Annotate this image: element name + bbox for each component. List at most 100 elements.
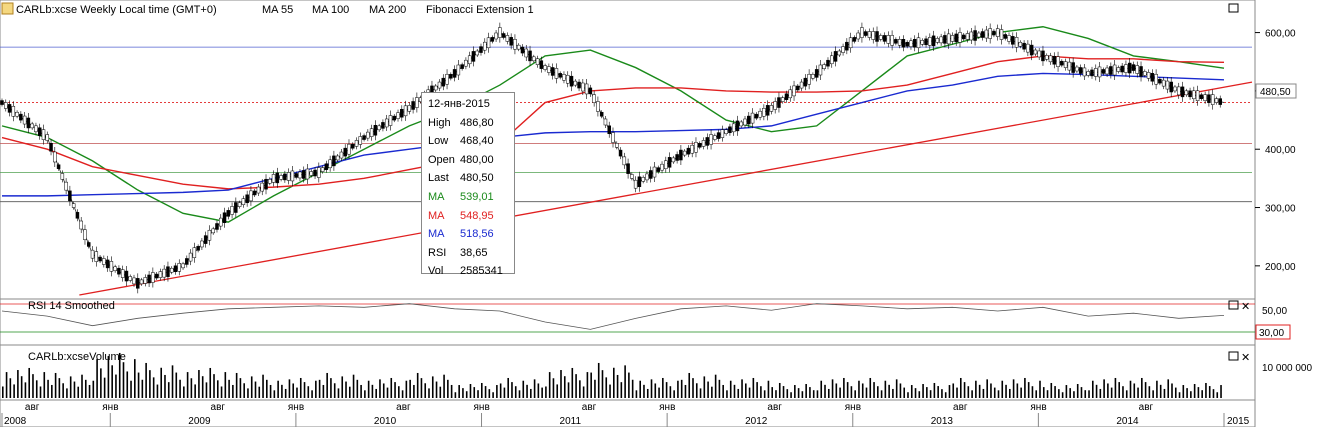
volume-bar <box>631 379 634 398</box>
volume-bar <box>277 380 279 398</box>
symbol-icon[interactable] <box>1 2 14 15</box>
volume-bar <box>488 389 491 398</box>
volume-bar <box>130 380 132 398</box>
candle-body <box>747 115 751 125</box>
volume-bar <box>364 390 366 398</box>
candle-body <box>912 39 917 48</box>
volume-bar <box>869 377 872 398</box>
candle-body <box>1052 56 1057 65</box>
volume-bar <box>1084 390 1087 398</box>
tooltip-row: MA 539,01 <box>428 188 514 207</box>
rsi-title[interactable]: RSI 14 Smoothed <box>28 300 115 312</box>
trendline[interactable] <box>79 81 1253 296</box>
candle-body <box>524 48 529 58</box>
candle-body <box>596 101 600 112</box>
volume-bar <box>861 383 864 398</box>
volume-bar <box>352 374 355 398</box>
candle-body <box>483 41 487 51</box>
candle-body <box>924 38 928 46</box>
volume-bar <box>273 390 276 398</box>
month-label: авг <box>396 402 411 413</box>
volume-bar <box>51 384 53 398</box>
symbol-title[interactable]: CARLb:xcse Weekly Local time (GMT+0) <box>16 4 217 16</box>
volume-bar <box>469 384 472 398</box>
candle-body <box>396 112 400 119</box>
volume-panel <box>0 344 1256 401</box>
volume-bar <box>865 387 868 398</box>
volume-bar <box>439 386 442 398</box>
candle-body <box>320 167 325 172</box>
volume-bar <box>699 388 702 398</box>
tooltip-row: Last 480,50 <box>428 169 514 188</box>
fibonacci-label[interactable]: Fibonacci Extension 1 <box>426 4 534 16</box>
candle-body <box>339 151 344 159</box>
volume-bar <box>1178 392 1181 398</box>
volume-bar <box>986 379 988 398</box>
candle-body <box>173 265 178 273</box>
volume-close-icon[interactable]: ✕ <box>1241 352 1250 364</box>
volume-bar <box>545 386 547 398</box>
volume-bar <box>1141 377 1143 398</box>
ma55-label[interactable]: MA 55 <box>262 4 293 16</box>
volume-bar <box>1125 390 1128 398</box>
volume-bar <box>722 384 724 398</box>
volume-bar <box>356 379 359 398</box>
candle-body <box>124 270 129 282</box>
volume-bar <box>254 381 257 398</box>
candle-body <box>68 190 72 202</box>
volume-bar <box>371 384 374 398</box>
ma100-label[interactable]: MA 100 <box>312 4 349 16</box>
volume-bar <box>13 384 15 398</box>
volume-bar <box>164 374 166 398</box>
candle-body <box>599 111 604 117</box>
candle-body <box>219 217 223 227</box>
volume-bar <box>910 385 913 398</box>
volume-bar <box>484 386 487 398</box>
candle-body <box>690 144 694 154</box>
volume-bar <box>1012 379 1015 398</box>
volume-bar <box>914 388 917 398</box>
volume-bar <box>122 362 125 398</box>
data-tooltip: 12-янв-2015 High 486,80 Low 468,40 Open 480,0… <box>421 92 515 277</box>
candle-body <box>1207 94 1211 103</box>
year-label: 2008 <box>4 416 27 427</box>
candle-body <box>1139 66 1143 77</box>
volume-bar <box>662 377 664 398</box>
month-label: янв <box>845 402 861 413</box>
candle-body <box>60 173 65 180</box>
volume-bar <box>1167 379 1170 398</box>
volume-bar <box>299 377 302 398</box>
volume-bar <box>198 370 200 398</box>
candle-body <box>1090 69 1094 77</box>
candle-body <box>332 155 336 167</box>
rsi-close-icon[interactable]: ✕ <box>1241 301 1250 313</box>
volume-bar <box>183 386 185 398</box>
volume-bar <box>458 385 460 398</box>
candle-body <box>909 40 913 48</box>
candle-body <box>1165 80 1170 90</box>
rsi-maximize-icon[interactable] <box>1228 300 1239 310</box>
volume-maximize-icon[interactable] <box>1228 351 1239 361</box>
volume-title[interactable]: CARLb:xcseVolume <box>28 351 126 363</box>
candle-body <box>1071 62 1075 73</box>
volume-bar <box>831 379 834 398</box>
volume-bar <box>560 370 562 398</box>
candle-body <box>867 31 872 38</box>
candle-body <box>520 46 525 54</box>
candle-body <box>954 33 958 43</box>
maximize-icon[interactable] <box>1228 3 1239 13</box>
candle-body <box>249 190 253 202</box>
time-axis: авг янв авг янв авг янв авг янв авг янв авг янв авг2… <box>1 402 1250 427</box>
volume-bar <box>1182 385 1185 398</box>
ma200-label[interactable]: MA 200 <box>369 4 406 16</box>
volume-bar <box>809 387 811 398</box>
tooltip-key: MA <box>428 228 445 241</box>
candle-body <box>1048 55 1053 63</box>
candle-body <box>788 89 793 99</box>
candle-body <box>34 125 38 133</box>
candle-body <box>230 206 234 215</box>
volume-bar <box>714 374 717 398</box>
candle-body <box>4 102 8 109</box>
